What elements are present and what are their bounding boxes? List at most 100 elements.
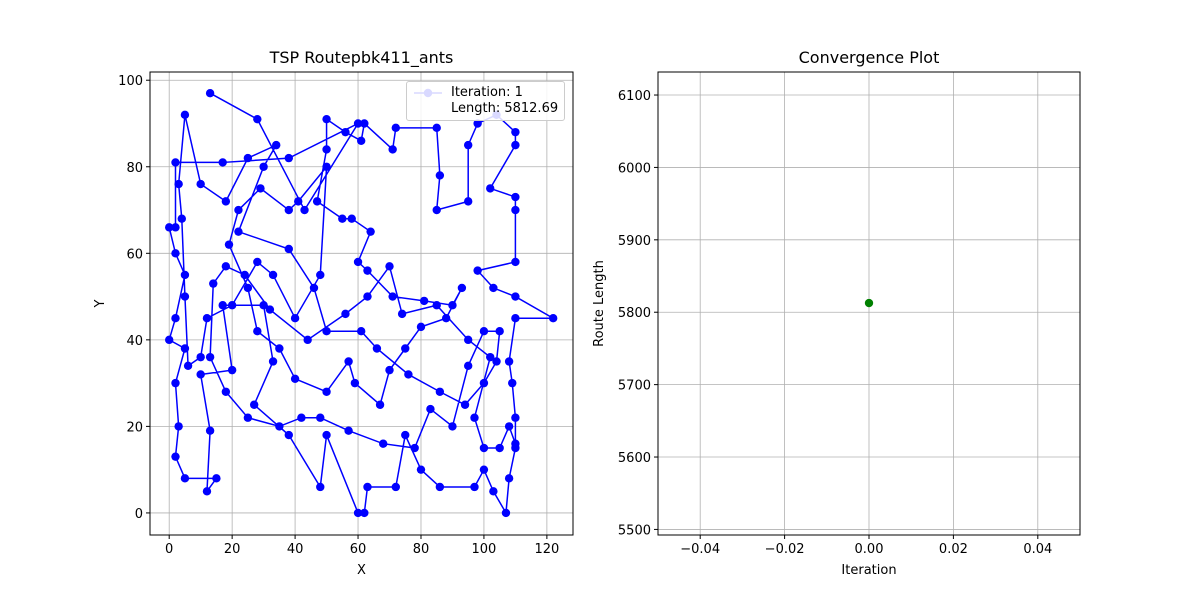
x-tick-label: 0.02	[939, 542, 968, 557]
point	[256, 184, 265, 193]
y-tick-label: 60	[126, 247, 143, 262]
point	[171, 378, 180, 388]
point	[385, 365, 394, 375]
axes-frame	[657, 71, 1081, 536]
point	[391, 123, 401, 133]
y-tick-label: 5500	[618, 523, 651, 538]
point	[372, 344, 382, 353]
point	[448, 422, 457, 431]
x-tick-label: 80	[413, 542, 430, 557]
point	[501, 508, 511, 518]
y-tick-label: 100	[118, 74, 143, 89]
x-tick-label: 0.04	[1023, 542, 1052, 557]
point	[353, 257, 363, 267]
point	[401, 430, 410, 440]
y-tick-label: 0	[135, 507, 143, 522]
point	[347, 214, 356, 223]
y-tick-label: 5900	[618, 234, 651, 249]
point	[416, 322, 426, 332]
point	[375, 400, 385, 409]
point	[504, 474, 514, 483]
point	[473, 119, 482, 128]
point	[363, 482, 372, 492]
point	[316, 482, 325, 492]
y-tick-label: 5700	[618, 379, 651, 394]
point	[174, 422, 183, 431]
point	[511, 439, 520, 448]
point	[360, 508, 369, 518]
x-tick-label: 40	[287, 542, 304, 557]
point	[511, 413, 520, 422]
y-tick-label: 80	[126, 161, 143, 176]
point	[322, 145, 331, 154]
point	[404, 370, 413, 379]
point	[479, 378, 489, 388]
point	[441, 314, 451, 323]
point	[224, 240, 234, 249]
point	[489, 487, 498, 496]
chart-title: Convergence Plot	[799, 48, 940, 67]
point	[205, 426, 215, 435]
point	[275, 344, 284, 353]
point	[240, 270, 249, 280]
point	[202, 314, 212, 323]
x-tick-label: 60	[350, 542, 367, 557]
point	[284, 153, 293, 163]
point	[227, 301, 237, 310]
point	[338, 214, 347, 223]
point	[511, 292, 520, 301]
x-tick-label: 100	[472, 542, 497, 557]
point	[268, 270, 278, 280]
point	[353, 508, 363, 518]
point	[463, 140, 473, 150]
x-axis-label: Iteration	[841, 563, 896, 578]
point	[463, 197, 473, 206]
point	[272, 140, 281, 150]
point	[202, 487, 212, 496]
point	[259, 162, 268, 171]
point	[388, 292, 397, 301]
point	[164, 335, 174, 345]
point	[171, 314, 180, 323]
point	[397, 309, 407, 319]
point	[180, 270, 190, 280]
point	[410, 443, 419, 453]
point	[341, 309, 350, 319]
route-line	[168, 92, 556, 516]
point	[253, 257, 262, 267]
point	[463, 335, 473, 345]
point	[511, 140, 520, 150]
y-tick-label: 5600	[618, 451, 651, 466]
point	[196, 352, 205, 362]
point	[401, 344, 410, 353]
point	[479, 465, 489, 474]
point	[548, 314, 558, 323]
point	[435, 171, 445, 180]
point	[463, 361, 473, 371]
point	[363, 266, 372, 275]
point	[205, 352, 215, 362]
point	[284, 244, 293, 254]
point	[504, 357, 514, 366]
point	[486, 184, 495, 193]
chart-title: TSP Routepbk411_ants	[269, 48, 454, 68]
point	[432, 205, 441, 215]
point	[350, 378, 360, 388]
point	[432, 301, 441, 310]
point	[164, 223, 174, 232]
point	[180, 344, 190, 353]
y-axis-label: Route Length	[592, 260, 607, 347]
point	[435, 387, 445, 396]
point	[275, 422, 284, 431]
point	[511, 257, 520, 267]
point	[470, 482, 479, 492]
point	[180, 474, 190, 483]
y-tick-label: 20	[126, 420, 143, 435]
point	[297, 413, 306, 422]
point	[177, 214, 186, 223]
point	[388, 145, 397, 154]
point	[212, 474, 221, 483]
point	[180, 292, 190, 301]
point	[171, 223, 180, 232]
point	[473, 266, 482, 275]
